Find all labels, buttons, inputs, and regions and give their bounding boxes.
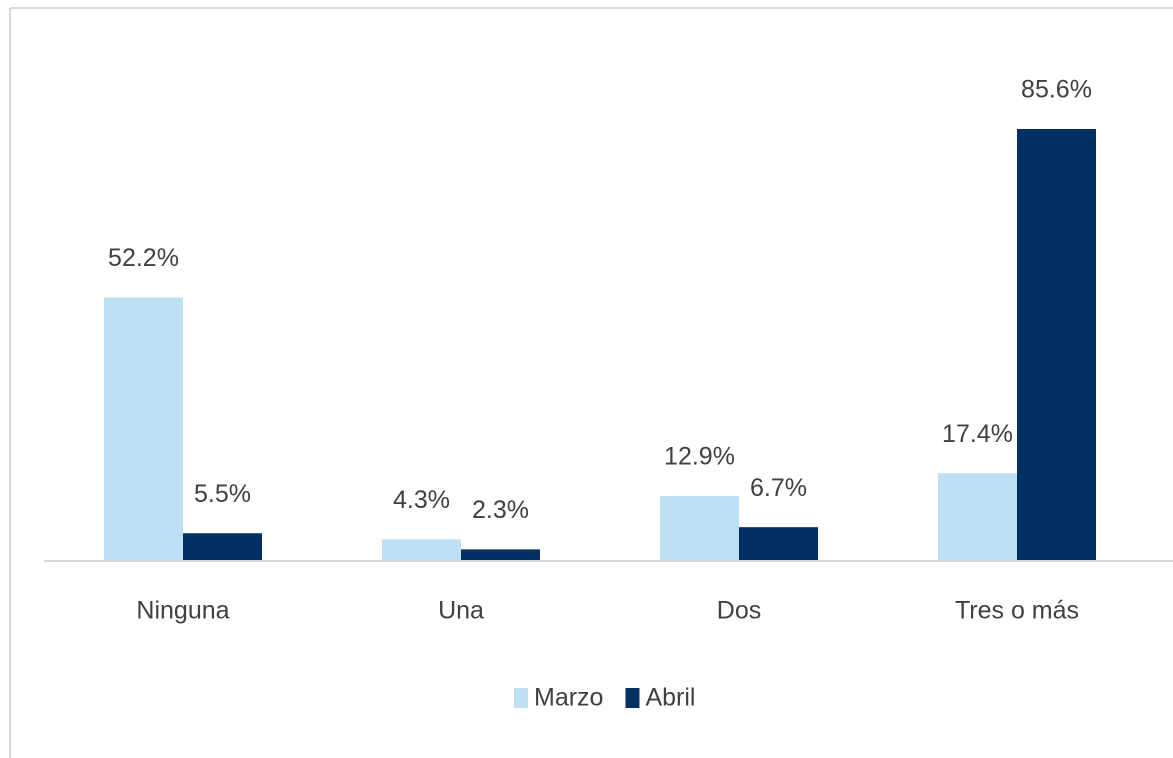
legend-label: Marzo bbox=[534, 684, 603, 712]
x-tick-label: Ninguna bbox=[136, 597, 229, 625]
data-label: 6.7% bbox=[750, 474, 807, 502]
bar bbox=[739, 527, 818, 561]
legend-swatch bbox=[514, 688, 528, 708]
data-label: 4.3% bbox=[393, 486, 450, 514]
x-tick-label: Una bbox=[438, 597, 484, 625]
data-label: 52.2% bbox=[108, 244, 179, 272]
x-tick-label: Dos bbox=[717, 597, 761, 625]
bar bbox=[461, 549, 540, 561]
data-label: 12.9% bbox=[664, 443, 735, 471]
legend-swatch bbox=[625, 688, 640, 708]
x-tick-label: Tres o más bbox=[955, 597, 1079, 625]
bar bbox=[104, 297, 183, 561]
data-label: 17.4% bbox=[942, 420, 1013, 448]
data-label: 5.5% bbox=[194, 480, 251, 508]
legend-label: Abril bbox=[645, 684, 695, 712]
bar bbox=[938, 473, 1017, 561]
data-label: 85.6% bbox=[1021, 76, 1092, 104]
bar bbox=[183, 533, 262, 561]
bar bbox=[1017, 129, 1096, 561]
data-label: 2.3% bbox=[472, 496, 529, 524]
bar bbox=[660, 495, 739, 561]
bar bbox=[382, 539, 461, 561]
